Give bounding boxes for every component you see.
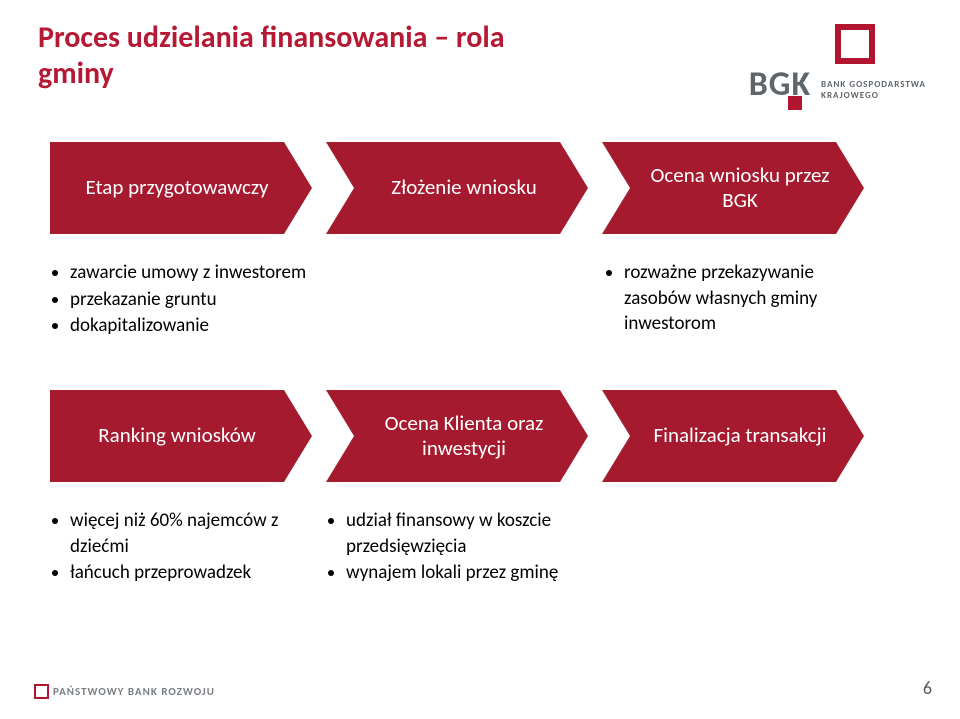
logo-sub-text: BANK GOSPODARSTWAKRAJOWEGO xyxy=(821,80,926,102)
bullets-row-2: więcej niż 60% najemców z dziećmi łańcuc… xyxy=(56,508,608,587)
bullet-item: przekazanie gruntu xyxy=(70,287,312,313)
bullet-item: łańcuch przeprowadzek xyxy=(70,560,312,586)
step-label: Ocena wniosku przez BGK xyxy=(636,142,844,234)
logo-square-icon xyxy=(835,24,875,64)
title-line2: gminy xyxy=(38,55,114,92)
bullet-item: więcej niż 60% najemców z dziećmi xyxy=(70,508,312,559)
bullet-col: rozważne przekazywanie zasobów własnych … xyxy=(610,260,886,340)
step-ocena-klienta: Ocena Klienta oraz inwestycji xyxy=(326,390,588,482)
step-label: Etap przygotowawczy xyxy=(62,142,292,234)
bullet-col: zawarcie umowy z inwestorem przekazanie … xyxy=(56,260,332,340)
process-row-1: Etap przygotowawczy Złożenie wniosku Oce… xyxy=(50,142,878,234)
process-row-2: Ranking wniosków Ocena Klienta oraz inwe… xyxy=(50,390,878,482)
step-finalizacja: Finalizacja transakcji xyxy=(602,390,864,482)
bullet-col: więcej niż 60% najemców z dziećmi łańcuc… xyxy=(56,508,332,587)
footer-text: PAŃSTWOWY BANK ROZWOJU xyxy=(53,685,215,698)
step-etap-przygotowawczy: Etap przygotowawczy xyxy=(50,142,312,234)
bullet-col: udział finansowy w koszcie przedsięwzięc… xyxy=(332,508,608,587)
bullet-item: udział finansowy w koszcie przedsięwzięc… xyxy=(346,508,588,559)
page-number: 6 xyxy=(923,677,932,699)
step-label: Ranking wniosków xyxy=(62,390,292,482)
bullet-item: zawarcie umowy z inwestorem xyxy=(70,260,312,286)
brand-logo: BGK BANK GOSPODARSTWAKRAJOWEGO xyxy=(749,24,926,102)
footer-square-icon xyxy=(34,684,49,699)
bullet-item: dokapitalizowanie xyxy=(70,313,312,339)
title-line1: Proces udzielania finansowania – rola xyxy=(38,19,505,56)
step-label: Ocena Klienta oraz inwestycji xyxy=(360,390,568,482)
bullets-row-1: zawarcie umowy z inwestorem przekazanie … xyxy=(56,260,886,340)
step-ranking-wnioskow: Ranking wniosków xyxy=(50,390,312,482)
bullet-item: wynajem lokali przez gminę xyxy=(346,560,588,586)
step-ocena-wniosku: Ocena wniosku przez BGK xyxy=(602,142,864,234)
logo-dot-icon xyxy=(788,96,802,110)
step-label: Złożenie wniosku xyxy=(360,142,568,234)
step-zlozenie-wniosku: Złożenie wniosku xyxy=(326,142,588,234)
bullet-item: rozważne przekazywanie zasobów własnych … xyxy=(624,260,866,337)
page-title: Proces udzielania finansowania – rola gm… xyxy=(38,20,505,92)
step-label: Finalizacja transakcji xyxy=(636,390,844,482)
footer-brand: PAŃSTWOWY BANK ROZWOJU xyxy=(34,684,215,699)
